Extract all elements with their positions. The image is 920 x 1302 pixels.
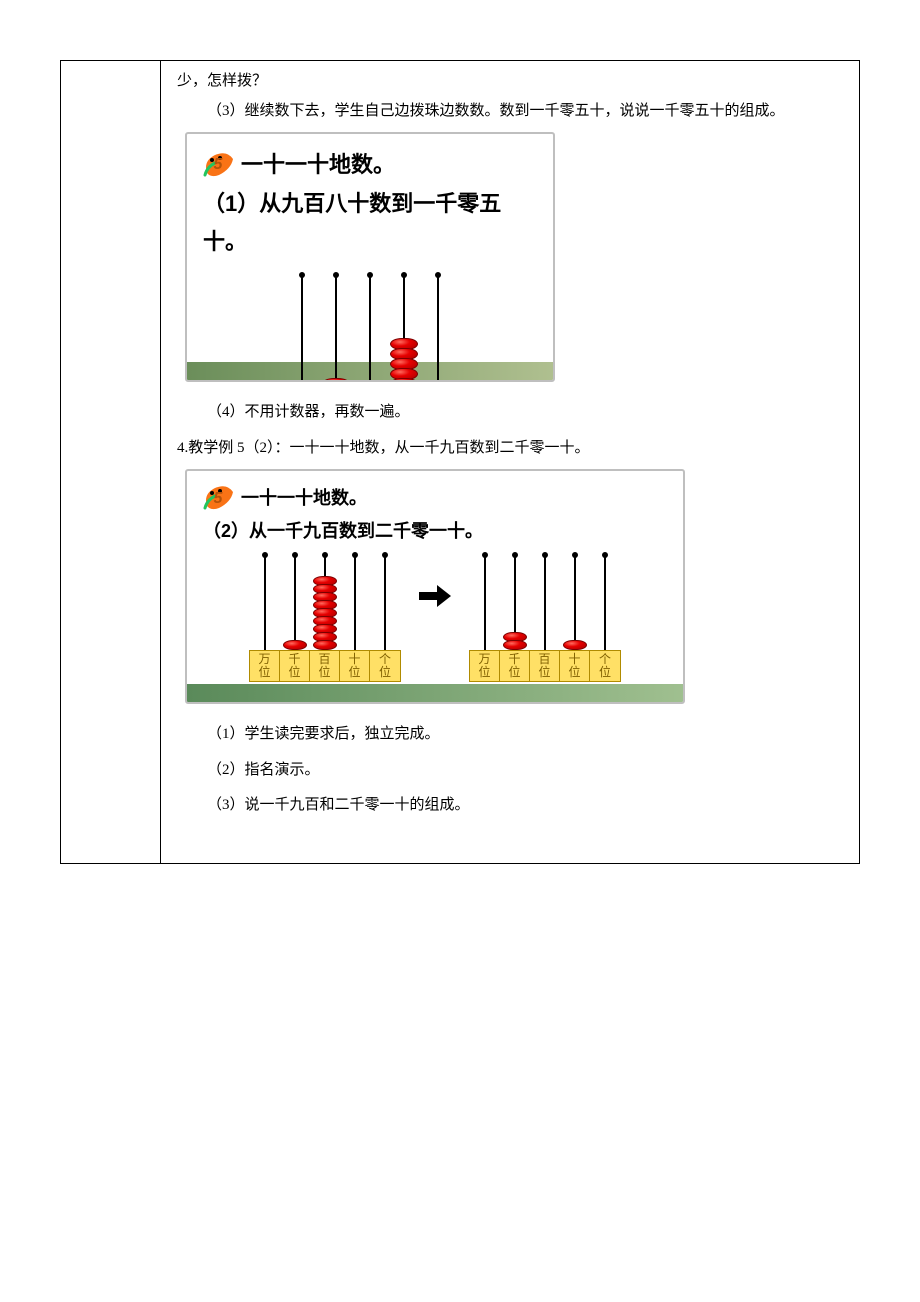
- abacus-base: 万位千位百位十位个位: [249, 650, 401, 682]
- page: 少，怎样拨？ （3）继续数下去，学生自己边拨珠边数数。数到一千零五十，说说一千零…: [0, 0, 920, 1302]
- bead: [283, 640, 307, 650]
- abacus-column: [470, 550, 500, 650]
- abacus-column: [387, 270, 421, 382]
- abacus-column: [340, 550, 370, 650]
- place-label: 百位: [310, 651, 340, 681]
- para-p2: （3）继续数下去，学生自己边拨珠边数数。数到一千零五十，说说一千零五十的组成。: [177, 99, 843, 125]
- place-label: 万位: [470, 651, 500, 681]
- abacus-column: [319, 270, 353, 382]
- bead: [313, 640, 337, 650]
- place-label: 个位: [590, 651, 620, 681]
- figure1-number: 5: [214, 151, 223, 178]
- figure1-title-row: 5 一十一十地数。: [201, 146, 539, 183]
- bead: [503, 640, 527, 650]
- abacus-base: 万位千位百位十位个位: [469, 650, 621, 682]
- figure1-subtitle: （1）从九百八十数到一千零五十。: [203, 185, 539, 260]
- content-cell: 少，怎样拨？ （3）继续数下去，学生自己边拨珠边数数。数到一千零五十，说说一千零…: [161, 61, 860, 864]
- leaf-icon: 5: [201, 484, 235, 512]
- abacus-column: [421, 270, 455, 382]
- abacus-column: [560, 550, 590, 650]
- abacus-column: [370, 550, 400, 650]
- para-p1: 少，怎样拨？: [177, 69, 843, 95]
- abacus-column: [285, 270, 319, 382]
- figure2-abacus-row: 万位千位百位十位个位 万位千位百位十位个位: [201, 550, 669, 682]
- figure2-number: 5: [214, 485, 223, 512]
- para-p7: （3）说一千九百和二千零一十的组成。: [177, 793, 843, 819]
- left-column: [61, 61, 161, 864]
- abacus-column: [530, 550, 560, 650]
- figure1-title: 一十一十地数。: [241, 146, 395, 183]
- place-label: 十位: [340, 651, 370, 681]
- abacus-column: [353, 270, 387, 382]
- figure-2: 5 一十一十地数。 （2）从一千九百数到二千零一十。 万位千位百位十位个位 万位…: [185, 469, 685, 704]
- place-label: 万位: [250, 651, 280, 681]
- figure1-abacus: 万位千位百位十位个位: [284, 270, 456, 382]
- bead: [322, 378, 350, 382]
- place-label: 个位: [370, 651, 400, 681]
- abacus-column: [250, 550, 280, 650]
- lesson-table: 少，怎样拨？ （3）继续数下去，学生自己边拨珠边数数。数到一千零五十，说说一千零…: [60, 60, 860, 864]
- figure2-abacus-left: 万位千位百位十位个位: [249, 550, 401, 682]
- para-p5: （1）学生读完要求后，独立完成。: [177, 722, 843, 748]
- bead: [390, 378, 418, 382]
- para-p6: （2）指名演示。: [177, 758, 843, 784]
- bead: [563, 640, 587, 650]
- abacus-column: [500, 550, 530, 650]
- place-label: 千位: [500, 651, 530, 681]
- place-label: 百位: [530, 651, 560, 681]
- abacus-column: [590, 550, 620, 650]
- place-label: 千位: [280, 651, 310, 681]
- figure2-subtitle: （2）从一千九百数到二千零一十。: [203, 516, 669, 547]
- figure2-abacus-right: 万位千位百位十位个位: [469, 550, 621, 682]
- figure2-title-row: 5 一十一十地数。: [201, 483, 669, 514]
- place-label: 十位: [560, 651, 590, 681]
- leaf-icon: 5: [201, 151, 235, 179]
- para-p4: 4.教学例 5（2）：一十一十地数，从一千九百数到二千零一十。: [177, 436, 843, 462]
- arrow-icon: [419, 585, 451, 617]
- figure-1: 5 一十一十地数。 （1）从九百八十数到一千零五十。 万位千位百位十位个位: [185, 132, 555, 382]
- figure2-title: 一十一十地数。: [241, 483, 367, 514]
- abacus-column: [280, 550, 310, 650]
- figure1-abacus-row: 万位千位百位十位个位: [201, 270, 539, 382]
- figure2-bg: [187, 684, 685, 702]
- para-p3: （4）不用计数器，再数一遍。: [177, 400, 843, 426]
- abacus-column: [310, 550, 340, 650]
